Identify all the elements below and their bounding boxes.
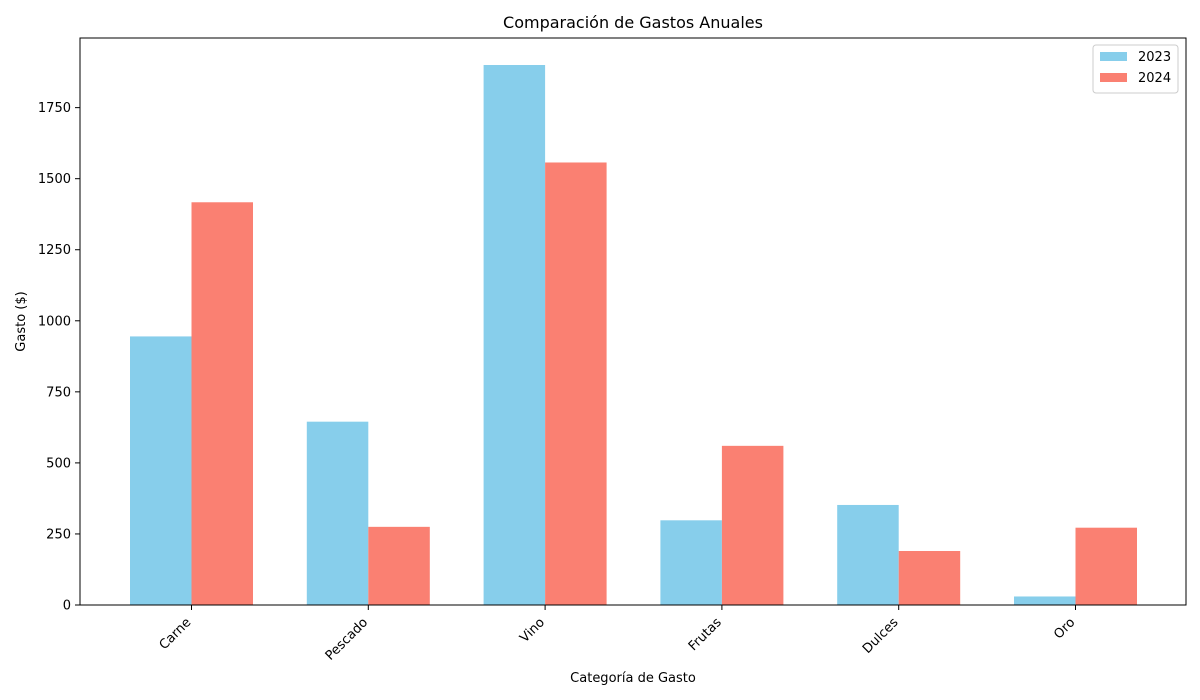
x-tick-label-frutas: Frutas [686, 615, 725, 654]
legend-swatch-2024 [1100, 73, 1127, 82]
bars-layer [130, 65, 1137, 606]
y-tick-label: 500 [46, 456, 71, 471]
bar-2024-oro [1075, 527, 1137, 605]
bar-2024-dulces [898, 551, 961, 605]
plot-frame [79, 37, 1187, 606]
bar-2023-frutas [660, 520, 722, 605]
x-tick-label-pescado: Pescado [323, 615, 371, 663]
bar-2024-frutas [721, 445, 784, 605]
y-tick-label: 1750 [38, 101, 71, 116]
legend-label-2023: 2023 [1138, 50, 1171, 65]
x-tick-label-dulces: Dulces [860, 615, 902, 657]
bar-2023-oro [1014, 596, 1076, 605]
chart-title: Comparación de Gastos Anuales [503, 13, 763, 32]
bar-2023-dulces [837, 504, 899, 605]
y-tick-label: 750 [46, 385, 71, 400]
y-tick-label: 1250 [38, 243, 71, 258]
bar-2023-pescado [306, 421, 369, 605]
y-tick-label: 1000 [38, 314, 71, 329]
bar-2024-carne [191, 202, 253, 605]
bar-2023-carne [130, 336, 192, 605]
legend-swatch-2023 [1100, 52, 1127, 61]
x-tick-label-oro: Oro [1051, 615, 1078, 642]
y-tick-label: 1500 [38, 172, 71, 187]
x-axis-title: Categoría de Gasto [570, 671, 696, 686]
x-tick-label-carne: Carne [157, 615, 195, 653]
legend-label-2024: 2024 [1138, 71, 1171, 86]
x-tick-label-vino: Vino [517, 615, 548, 646]
y-tick-label: 0 [63, 599, 71, 614]
legend: 2023 2024 [1092, 44, 1179, 94]
bar-2023-vino [483, 65, 546, 605]
bar-2024-pescado [368, 526, 430, 605]
bar-2024-vino [545, 162, 607, 606]
y-tick-label: 250 [46, 527, 71, 542]
y-axis-title: Gasto ($) [14, 291, 29, 351]
